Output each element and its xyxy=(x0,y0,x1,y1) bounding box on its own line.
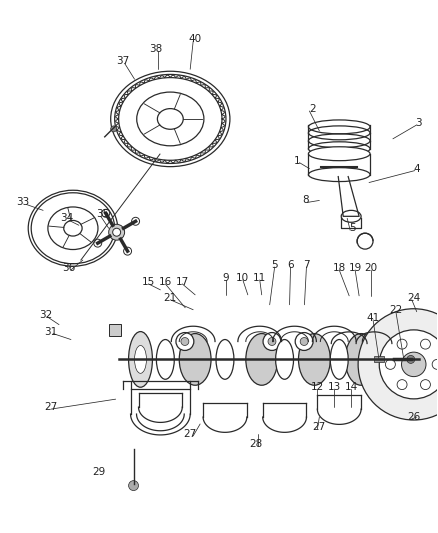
Text: 13: 13 xyxy=(328,382,341,392)
Text: 12: 12 xyxy=(311,382,324,392)
Text: 4: 4 xyxy=(413,164,420,174)
Circle shape xyxy=(102,209,110,217)
Circle shape xyxy=(358,309,438,420)
Ellipse shape xyxy=(129,332,152,387)
Ellipse shape xyxy=(330,340,348,379)
Circle shape xyxy=(357,233,373,249)
Circle shape xyxy=(379,330,438,399)
Text: 38: 38 xyxy=(149,44,162,54)
Ellipse shape xyxy=(341,211,361,222)
Ellipse shape xyxy=(295,333,313,350)
Ellipse shape xyxy=(362,333,380,350)
Text: 34: 34 xyxy=(60,213,74,223)
Text: 10: 10 xyxy=(236,273,249,283)
Text: 18: 18 xyxy=(332,263,346,273)
Circle shape xyxy=(94,239,102,247)
Text: 28: 28 xyxy=(249,439,262,449)
Text: 2: 2 xyxy=(309,104,316,114)
Text: 21: 21 xyxy=(164,293,177,303)
Ellipse shape xyxy=(216,340,234,379)
Text: 22: 22 xyxy=(389,305,403,314)
Text: 1: 1 xyxy=(294,156,301,166)
Text: 27: 27 xyxy=(184,429,197,439)
Ellipse shape xyxy=(384,344,404,374)
Text: 15: 15 xyxy=(142,277,155,287)
Text: 11: 11 xyxy=(253,273,266,283)
Text: 9: 9 xyxy=(223,273,229,283)
Text: 29: 29 xyxy=(92,467,106,477)
Circle shape xyxy=(111,126,117,132)
Text: 14: 14 xyxy=(345,382,358,392)
Circle shape xyxy=(420,379,431,390)
Text: 32: 32 xyxy=(39,310,53,320)
Text: 16: 16 xyxy=(159,277,172,287)
Bar xyxy=(109,324,120,336)
Circle shape xyxy=(113,228,120,236)
Circle shape xyxy=(402,352,426,377)
Text: 5: 5 xyxy=(271,260,278,270)
Text: 27: 27 xyxy=(44,402,58,412)
Ellipse shape xyxy=(176,333,194,350)
Ellipse shape xyxy=(298,334,330,385)
Circle shape xyxy=(124,247,131,255)
Text: 7: 7 xyxy=(303,260,310,270)
Text: 5: 5 xyxy=(349,223,356,233)
Text: 19: 19 xyxy=(349,263,362,273)
Bar xyxy=(374,357,384,362)
Ellipse shape xyxy=(375,340,393,379)
Text: 37: 37 xyxy=(116,56,129,66)
Circle shape xyxy=(432,359,438,369)
Text: 24: 24 xyxy=(407,293,420,303)
Circle shape xyxy=(131,217,140,225)
Text: 41: 41 xyxy=(367,313,380,322)
Ellipse shape xyxy=(276,340,293,379)
Text: 3: 3 xyxy=(415,118,422,128)
Text: 36: 36 xyxy=(62,263,76,273)
Circle shape xyxy=(397,379,407,390)
Text: 27: 27 xyxy=(313,422,326,432)
Text: 26: 26 xyxy=(407,412,420,422)
Ellipse shape xyxy=(181,337,189,345)
Ellipse shape xyxy=(308,168,370,182)
Text: 31: 31 xyxy=(44,327,58,336)
Ellipse shape xyxy=(345,334,377,385)
Ellipse shape xyxy=(308,147,370,160)
Ellipse shape xyxy=(156,340,174,379)
Ellipse shape xyxy=(246,334,278,385)
Circle shape xyxy=(385,359,396,369)
Ellipse shape xyxy=(134,345,146,373)
Text: 8: 8 xyxy=(302,196,309,205)
Text: 6: 6 xyxy=(287,260,294,270)
Ellipse shape xyxy=(268,337,276,345)
Circle shape xyxy=(129,481,138,490)
Circle shape xyxy=(407,356,415,364)
Circle shape xyxy=(397,339,407,349)
Circle shape xyxy=(420,339,431,349)
Text: 40: 40 xyxy=(189,35,202,44)
Text: 35: 35 xyxy=(96,209,110,220)
Ellipse shape xyxy=(263,333,281,350)
Ellipse shape xyxy=(367,337,375,345)
Ellipse shape xyxy=(179,334,211,385)
Text: 17: 17 xyxy=(176,277,189,287)
Text: 20: 20 xyxy=(364,263,378,273)
Circle shape xyxy=(109,224,124,240)
Text: 33: 33 xyxy=(17,197,30,207)
Ellipse shape xyxy=(300,337,308,345)
